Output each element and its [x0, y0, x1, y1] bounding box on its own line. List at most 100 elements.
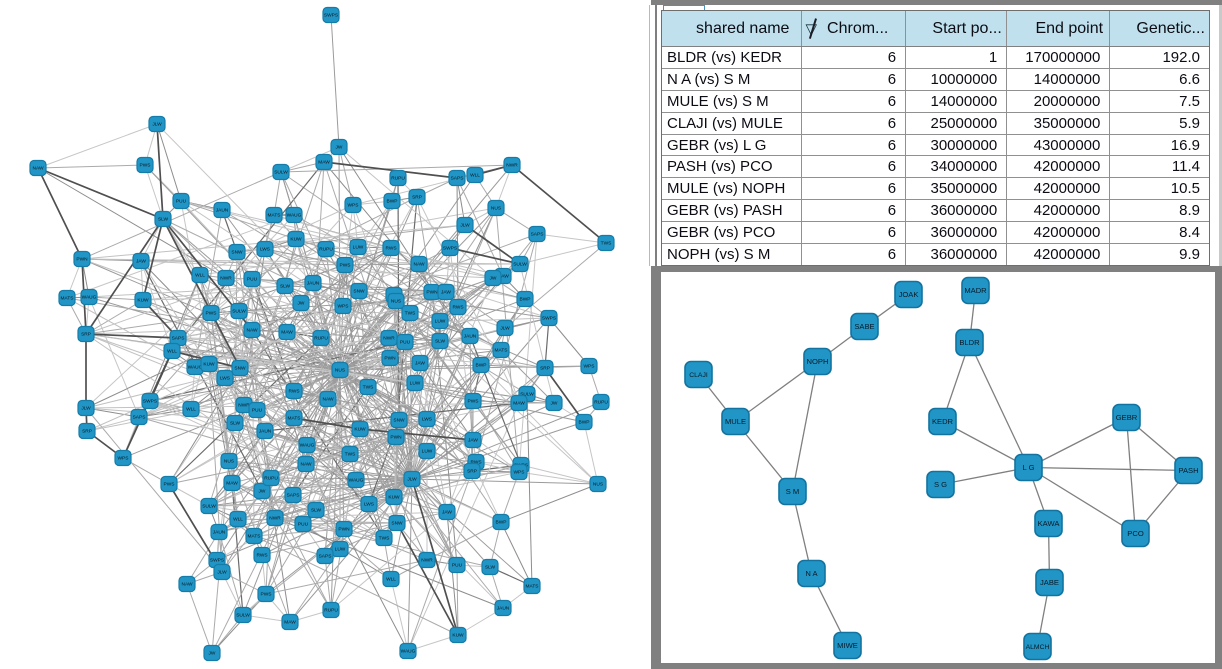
svg-text:JLW: JLW: [152, 122, 162, 128]
svg-text:SLW: SLW: [485, 565, 496, 571]
svg-text:JLW: JLW: [407, 477, 417, 483]
svg-text:SWPS: SWPS: [210, 558, 224, 564]
svg-text:SNW: SNW: [231, 250, 243, 256]
svg-text:JAUN: JAUN: [213, 530, 226, 536]
svg-text:WAUG: WAUG: [82, 295, 97, 301]
svg-text:SAPS: SAPS: [172, 336, 185, 342]
svg-text:MATS: MATS: [495, 348, 508, 354]
svg-text:LWS: LWS: [220, 376, 230, 382]
svg-text:ALMCH: ALMCH: [1025, 644, 1049, 651]
svg-text:JAW: JAW: [442, 510, 452, 516]
svg-text:MAW: MAW: [497, 274, 509, 280]
svg-text:LUW: LUW: [435, 319, 446, 325]
svg-text:MAW: MAW: [284, 620, 296, 626]
svg-text:MULE: MULE: [724, 417, 745, 426]
svg-text:PWS: PWS: [206, 311, 217, 317]
svg-text:NUS: NUS: [224, 459, 234, 465]
svg-text:RUPU: RUPU: [594, 400, 608, 406]
svg-text:SNW: SNW: [393, 418, 405, 424]
svg-text:PUU: PUU: [400, 340, 411, 346]
svg-text:SLW: SLW: [435, 339, 446, 345]
svg-text:PWN: PWN: [76, 257, 88, 263]
svg-text:PWN: PWN: [384, 356, 396, 362]
svg-text:SWPS: SWPS: [542, 316, 556, 322]
svg-text:SWPS: SWPS: [324, 13, 338, 19]
svg-text:JLW: JLW: [217, 570, 227, 576]
svg-text:SNW: SNW: [353, 289, 365, 295]
svg-text:WPS: WPS: [348, 203, 359, 209]
svg-text:KUW: KUW: [388, 495, 400, 501]
svg-text:SWPS: SWPS: [443, 246, 457, 252]
svg-text:NAW: NAW: [181, 582, 192, 588]
svg-text:WPS: WPS: [514, 470, 525, 476]
svg-text:RUPU: RUPU: [391, 176, 405, 182]
svg-text:WPS: WPS: [584, 364, 595, 370]
svg-text:KAWA: KAWA: [1037, 519, 1060, 528]
svg-text:CLAJI: CLAJI: [689, 372, 708, 379]
svg-text:PUU: PUU: [298, 522, 309, 528]
svg-text:PWS: PWS: [261, 592, 272, 598]
svg-text:JAW: JAW: [136, 259, 146, 265]
svg-text:SULW: SULW: [236, 613, 250, 619]
svg-text:WLL: WLL: [470, 173, 480, 179]
svg-text:JOAK: JOAK: [898, 290, 918, 299]
svg-text:WAUG: WAUG: [287, 213, 302, 219]
svg-text:SWPS: SWPS: [143, 399, 157, 405]
svg-text:SAPS: SAPS: [451, 176, 464, 182]
svg-text:SRP: SRP: [82, 429, 92, 435]
svg-text:SNW: SNW: [391, 521, 403, 527]
svg-text:BWP: BWP: [496, 520, 507, 526]
svg-text:NUS: NUS: [335, 368, 345, 374]
svg-text:SAPS: SAPS: [287, 493, 300, 499]
svg-text:WAUG: WAUG: [300, 443, 315, 449]
svg-text:S G: S G: [933, 480, 946, 489]
svg-text:N A: N A: [805, 569, 818, 578]
svg-text:NWR: NWR: [269, 516, 281, 522]
svg-text:NWR: NWR: [238, 403, 250, 409]
svg-text:JW: JW: [209, 651, 216, 657]
svg-text:WLL: WLL: [167, 349, 177, 355]
svg-text:SAPS: SAPS: [319, 554, 332, 560]
svg-text:WPS: WPS: [338, 304, 349, 310]
svg-text:PCO: PCO: [1127, 529, 1144, 538]
svg-text:BWP: BWP: [579, 420, 590, 426]
svg-text:PWS: PWS: [140, 163, 151, 169]
svg-text:JAUN: JAUN: [259, 429, 272, 435]
svg-text:SULW: SULW: [202, 504, 216, 510]
svg-text:WLL: WLL: [233, 517, 243, 523]
svg-text:LUW: LUW: [335, 547, 346, 553]
svg-text:TWS: TWS: [363, 385, 374, 391]
svg-text:RWS: RWS: [470, 460, 481, 466]
svg-text:BWP: BWP: [476, 363, 487, 369]
svg-text:LUW: LUW: [353, 245, 364, 251]
svg-text:JAUN: JAUN: [216, 208, 229, 214]
svg-text:KUW: KUW: [290, 237, 302, 243]
svg-text:PUU: PUU: [247, 277, 258, 283]
svg-text:LUW: LUW: [422, 449, 433, 455]
svg-text:PUU: PUU: [252, 408, 263, 414]
svg-text:SRP: SRP: [412, 195, 422, 201]
svg-text:TWS: TWS: [345, 452, 356, 458]
svg-text:NUS: NUS: [593, 482, 603, 488]
svg-text:RWS: RWS: [385, 246, 396, 252]
svg-text:PUU: PUU: [176, 199, 187, 205]
svg-text:MATS: MATS: [61, 296, 74, 302]
svg-text:JAW: JAW: [468, 438, 478, 444]
svg-text:NUS: NUS: [491, 206, 501, 212]
svg-text:SRP: SRP: [467, 469, 477, 475]
svg-text:KUW: KUW: [203, 362, 215, 368]
svg-text:SLW: SLW: [311, 508, 322, 514]
svg-text:PASH: PASH: [1178, 466, 1198, 475]
svg-text:SULW: SULW: [513, 262, 527, 268]
svg-text:PWS: PWS: [468, 399, 479, 405]
svg-text:MATS: MATS: [268, 213, 281, 219]
svg-text:JAUN: JAUN: [307, 281, 320, 287]
svg-text:JW: JW: [298, 301, 305, 307]
svg-text:WPS: WPS: [118, 456, 129, 462]
svg-text:JAUN: JAUN: [497, 606, 510, 612]
svg-text:MATS: MATS: [288, 416, 301, 422]
svg-text:RUPU: RUPU: [264, 476, 278, 482]
svg-text:JLW: JLW: [460, 223, 470, 229]
svg-text:SLW: SLW: [280, 284, 291, 290]
svg-text:NWR: NWR: [506, 163, 518, 169]
